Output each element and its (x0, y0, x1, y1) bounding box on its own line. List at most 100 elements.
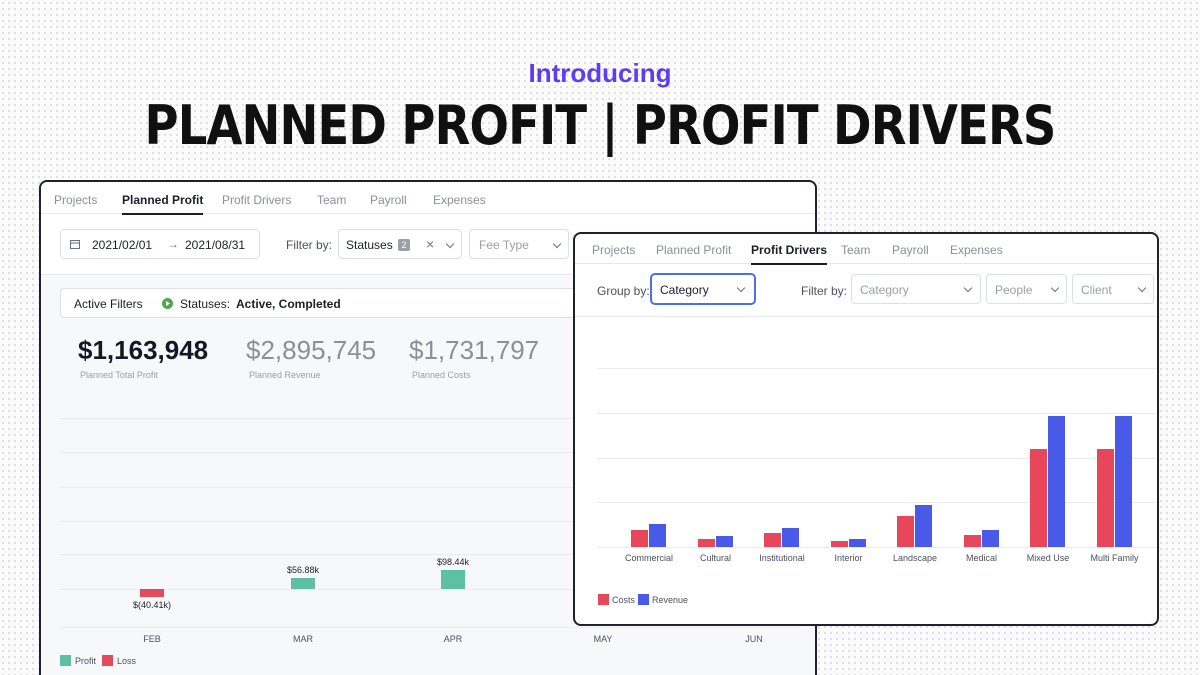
x-axis-label: Cultural (699, 553, 731, 563)
legend-loss-swatch (102, 655, 113, 666)
chevron-down-icon (963, 283, 973, 293)
gridline (60, 627, 800, 628)
headline: PLANNED PROFIT | PROFIT DRIVERS (144, 94, 1057, 157)
costs-bar (830, 541, 848, 547)
date-end: 2021/08/31 (185, 238, 246, 252)
tab-payroll[interactable]: Payroll (892, 243, 929, 257)
statuses-label: Statuses (346, 238, 393, 252)
tab-expenses[interactable]: Expenses (950, 243, 1003, 257)
panel-a-tabs: Projects Planned Profit Profit Drivers T… (41, 182, 815, 215)
tab-planned-profit[interactable]: Planned Profit (122, 193, 204, 215)
intro-text: Introducing (528, 58, 672, 88)
date-start: 2021/02/01 (92, 238, 153, 252)
gridline (597, 458, 1157, 459)
statuses-count-badge: 2 (398, 239, 410, 251)
x-axis-label: MAR (293, 634, 313, 644)
revenue-bar (981, 530, 999, 547)
chevron-down-icon (1050, 283, 1060, 293)
costs-bar (1030, 448, 1047, 547)
play-circle-icon (162, 298, 173, 309)
kpi-costs-value: $1,731,797 (409, 335, 540, 365)
gridline (597, 368, 1157, 369)
kpi-total-profit-label: Planned Total Profit (80, 370, 158, 380)
legend-revenue-label: Revenue (652, 595, 689, 605)
costs-bar (1096, 448, 1114, 547)
x-axis-label: FEB (143, 634, 161, 644)
gridline (60, 554, 800, 555)
people-placeholder: People (995, 283, 1033, 297)
revenue-bar (715, 536, 733, 547)
panel-b-tabs: Projects Planned Profit Profit Drivers T… (575, 234, 1157, 265)
group-by-value: Category (660, 283, 709, 297)
costs-bar (764, 532, 781, 547)
date-range-picker[interactable]: 2021/02/01 → 2021/08/31 (60, 229, 260, 259)
x-axis-label: MAY (593, 634, 613, 644)
calendar-icon (70, 240, 80, 249)
costs-bar (897, 515, 914, 547)
profit-bar (140, 589, 164, 597)
tab-team[interactable]: Team (317, 193, 347, 207)
kpi-costs-label: Planned Costs (412, 370, 471, 380)
chevron-down-icon (736, 283, 746, 293)
chevron-down-icon (445, 239, 455, 249)
legend-loss-label: Loss (117, 656, 137, 666)
x-axis-label: Landscape (892, 553, 938, 563)
category-placeholder: Category (860, 283, 909, 297)
revenue-bar (649, 524, 666, 547)
data-label: $98.44k (436, 557, 470, 567)
tab-payroll[interactable]: Payroll (370, 193, 407, 207)
gridline (597, 413, 1157, 414)
active-filters-value: Active, Completed (236, 297, 341, 311)
gridline (60, 521, 800, 522)
x-axis-label: Interior (834, 553, 863, 563)
fee-type-filter[interactable]: Fee Type (469, 229, 569, 259)
active-filters-key: Statuses: (180, 297, 231, 311)
data-label: $(40.41k) (132, 599, 172, 610)
people-filter[interactable]: People (986, 274, 1067, 304)
category-filter[interactable]: Category (851, 274, 981, 304)
tab-profit-drivers[interactable]: Profit Drivers (751, 243, 828, 265)
x-axis-label: Mixed Use (1026, 553, 1070, 563)
revenue-bar (915, 505, 932, 547)
group-by-select[interactable]: Category (651, 274, 755, 304)
chevron-down-icon (552, 239, 562, 249)
tab-projects[interactable]: Projects (54, 193, 98, 207)
kpi-total-profit-value: $1,163,948 (78, 335, 209, 365)
statuses-filter[interactable]: Statuses 2 × (338, 229, 462, 259)
profit-drivers-panel: Projects Planned Profit Profit Drivers T… (573, 232, 1159, 626)
costs-bar (963, 535, 981, 547)
gridline (597, 547, 1157, 548)
revenue-bar (1114, 416, 1132, 547)
client-filter[interactable]: Client (1072, 274, 1154, 304)
costs-bar (631, 530, 648, 547)
tab-team[interactable]: Team (841, 243, 871, 257)
kpi-revenue-value: $2,895,745 (246, 335, 377, 365)
filter-by-label: Filter by: (286, 238, 333, 252)
tab-planned-profit[interactable]: Planned Profit (656, 243, 732, 257)
profit-bar (441, 570, 465, 589)
fee-type-placeholder: Fee Type (479, 238, 529, 252)
gridline (60, 589, 800, 590)
revenue-bar (782, 527, 799, 547)
gridline (597, 502, 1157, 503)
gridline (60, 418, 800, 419)
x-axis-label: Commercial (624, 553, 673, 563)
legend-revenue-swatch (638, 594, 649, 605)
group-by-label: Group by: (597, 284, 650, 298)
active-filters-label: Active Filters (74, 297, 143, 311)
x-axis-label: APR (443, 634, 463, 644)
tab-projects[interactable]: Projects (592, 243, 636, 257)
arrow-right-icon: → (167, 237, 179, 251)
tab-profit-drivers[interactable]: Profit Drivers (222, 193, 292, 207)
kpi-revenue-label: Planned Revenue (249, 370, 321, 380)
legend-costs-label: Costs (612, 595, 636, 605)
legend-profit-label: Profit (75, 656, 97, 666)
legend-profit-swatch (60, 655, 71, 666)
client-placeholder: Client (1081, 283, 1112, 297)
legend-costs-swatch (598, 594, 609, 605)
gridline (60, 452, 800, 453)
profit-bar (291, 578, 315, 589)
tab-expenses[interactable]: Expenses (433, 193, 486, 207)
clear-icon[interactable]: × (426, 236, 435, 252)
revenue-bar (848, 538, 866, 547)
